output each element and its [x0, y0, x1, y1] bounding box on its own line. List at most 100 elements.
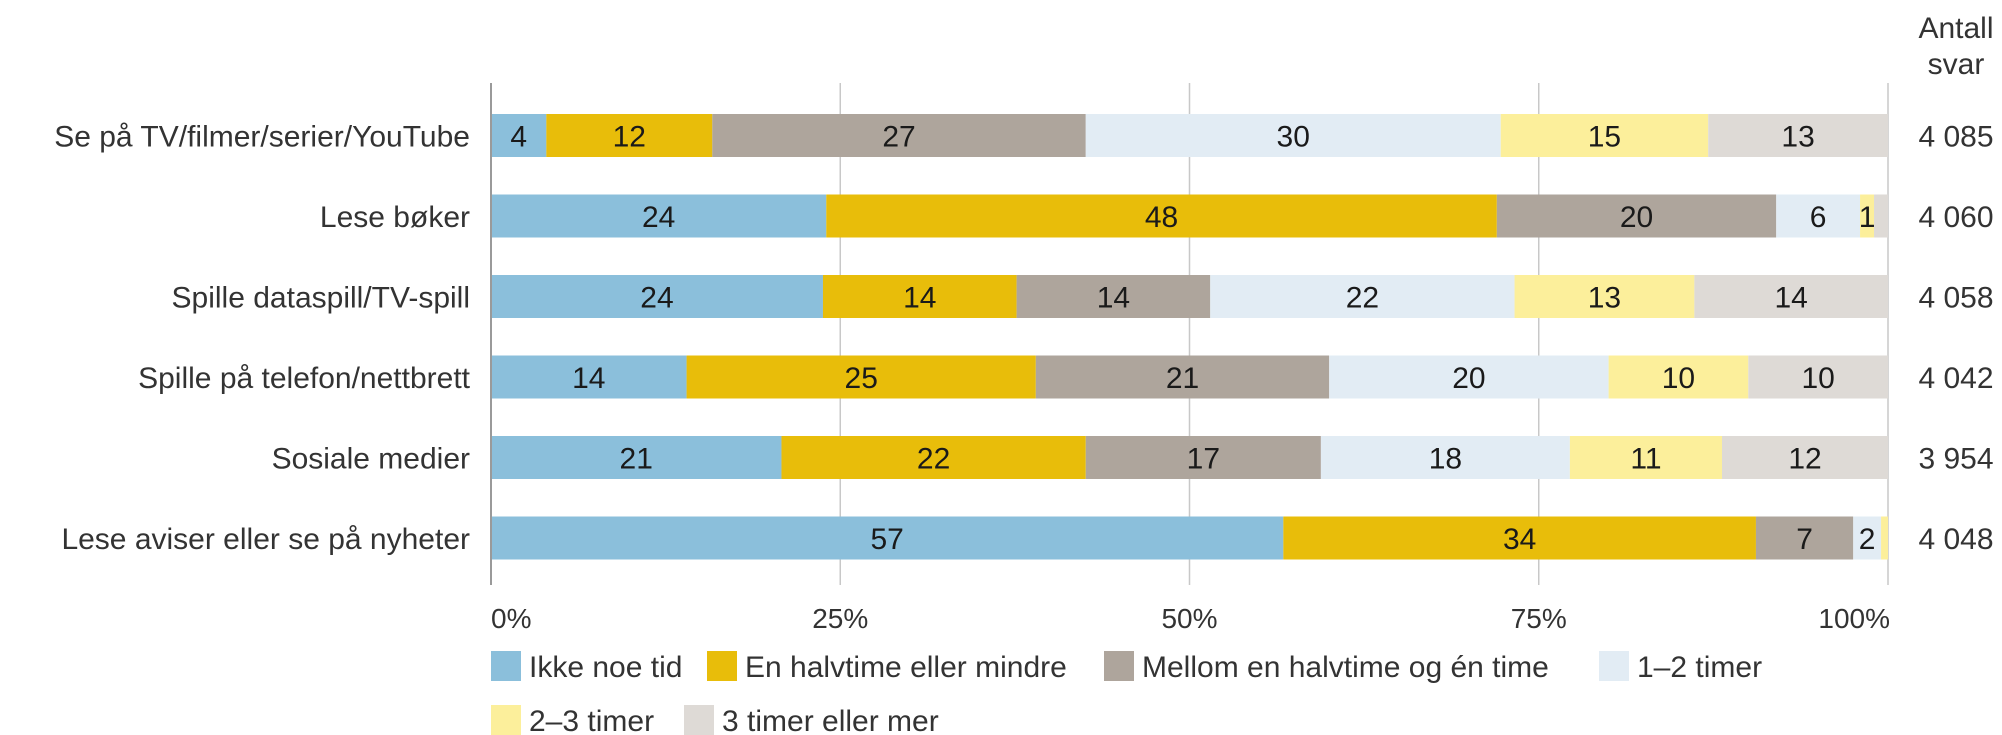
data-label: 10 [1662, 362, 1695, 395]
bar-segment [1874, 194, 1888, 238]
legend-swatch [1104, 651, 1134, 681]
data-label: 18 [1429, 443, 1462, 476]
bar-segment [1016, 275, 1211, 318]
bar-segment [1283, 516, 1756, 560]
bar-segment [826, 194, 1497, 238]
x-tick-label: 100% [1818, 603, 1890, 634]
bar-segment [1496, 194, 1777, 238]
data-label: 25 [845, 362, 878, 395]
bar-segment [686, 355, 1036, 399]
data-label: 27 [882, 121, 915, 154]
count-value: 4 060 [1918, 201, 1993, 234]
count-value: 4 058 [1918, 282, 1993, 315]
category-label: Lese aviser eller se på nyheter [61, 523, 470, 556]
legend-label: En halvtime eller mindre [745, 651, 1067, 684]
count-value: 4 048 [1918, 523, 1993, 556]
legend-label: 1–2 timer [1637, 651, 1762, 684]
bar-segment [491, 275, 823, 318]
count-value: 4 085 [1918, 121, 1993, 154]
bar-segment [1320, 436, 1570, 479]
bar-segment [1035, 355, 1330, 399]
bars [491, 114, 1888, 560]
data-label: 14 [1097, 282, 1130, 315]
bar-segment [491, 194, 827, 238]
bar-segment [1881, 516, 1888, 560]
data-label: 6 [1810, 201, 1827, 234]
data-label: 20 [1620, 201, 1653, 234]
bar-segment [1722, 436, 1888, 479]
data-label: 22 [1346, 282, 1379, 315]
data-label: 21 [620, 443, 653, 476]
data-label: 14 [572, 362, 605, 395]
data-label: 34 [1503, 523, 1536, 556]
data-label: 21 [1166, 362, 1199, 395]
data-label: 14 [903, 282, 936, 315]
legend-label: Ikke noe tid [529, 651, 682, 684]
data-label: 14 [1774, 282, 1807, 315]
bar-segment [1860, 194, 1875, 238]
data-label: 30 [1277, 121, 1310, 154]
bar-segment [1210, 275, 1515, 318]
bar-segment [1608, 355, 1749, 399]
count-header: Antall [1918, 12, 1993, 45]
legend-label: Mellom en halvtime og én time [1142, 651, 1549, 684]
data-label: 57 [870, 523, 903, 556]
data-label: 15 [1588, 121, 1621, 154]
bar-segment [822, 275, 1017, 318]
data-label: 11 [1630, 443, 1661, 476]
bar-segment [491, 436, 782, 479]
bar-segment [781, 436, 1086, 479]
legend-swatch [707, 651, 737, 681]
legend: Ikke noe tid En halvtime eller mindre Mell… [491, 651, 1762, 735]
legend-swatch [491, 651, 521, 681]
category-label: Sosiale medier [272, 443, 470, 476]
bar-segment [546, 114, 713, 157]
data-label: 24 [640, 282, 673, 315]
bar-segment [491, 516, 1284, 560]
category-label: Spille dataspill/TV-spill [172, 282, 470, 315]
bar-segment [712, 114, 1086, 157]
x-tick-label: 25% [812, 603, 868, 634]
data-label: 10 [1801, 362, 1834, 395]
data-label: 17 [1187, 443, 1220, 476]
data-label: 48 [1145, 201, 1178, 234]
data-label: 13 [1781, 121, 1814, 154]
data-label: 2 [1859, 523, 1876, 556]
bar-segment [491, 355, 687, 399]
count-value: 3 954 [1918, 443, 1993, 476]
bar-segment [1500, 114, 1709, 157]
data-label: 7 [1796, 523, 1813, 556]
legend-swatch [491, 705, 521, 735]
x-tick-label: 50% [1161, 603, 1217, 634]
bar-segment [491, 114, 547, 157]
bar-segment [1569, 436, 1723, 479]
data-label: 24 [642, 201, 675, 234]
legend-swatch [1599, 651, 1629, 681]
data-label: 1 [1859, 201, 1876, 234]
data-label: 22 [917, 443, 950, 476]
bar-segment [1853, 516, 1882, 560]
legend-label: 3 timer eller mer [722, 705, 939, 735]
x-tick-label: 75% [1511, 603, 1567, 634]
bar-segment [1085, 114, 1501, 157]
data-label: 4 [510, 121, 527, 154]
data-label: 13 [1588, 282, 1621, 315]
bar-segment [1694, 275, 1888, 318]
bar-segment [1755, 516, 1854, 560]
gridlines [839, 83, 1889, 585]
legend-label: 2–3 timer [529, 705, 654, 735]
data-label: 12 [1788, 443, 1821, 476]
count-header: svar [1928, 48, 1985, 81]
bar-segment [1708, 114, 1888, 157]
x-tick-label: 0% [491, 603, 531, 634]
data-label: 12 [613, 121, 646, 154]
data-label: 20 [1452, 362, 1485, 395]
legend-swatch [684, 705, 714, 735]
bar-segment [1514, 275, 1695, 318]
category-label: Spille på telefon/nettbrett [138, 362, 471, 395]
category-label: Lese bøker [320, 201, 470, 234]
bar-segment [1748, 355, 1888, 399]
